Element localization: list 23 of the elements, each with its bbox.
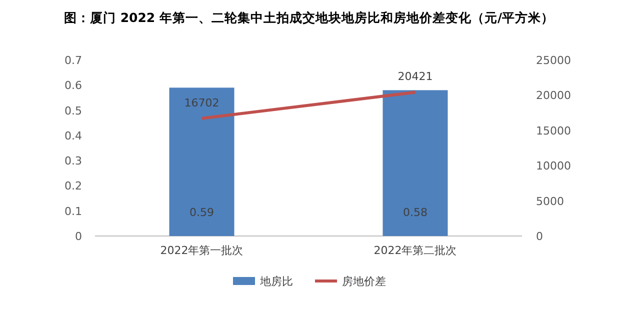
data-label: 0.59 [190,206,214,219]
y2-tick-label: 0 [536,230,543,243]
y-tick-label: 0.1 [64,204,82,218]
legend-label: 房地价差 [342,275,386,288]
y-tick-label: 0.7 [64,54,82,67]
y2-tick-label: 10000 [536,160,571,173]
y2-tick-label: 15000 [536,124,571,138]
y2-tick-label: 25000 [536,54,571,67]
chart-title: 图：厦门 2022 年第一、二轮集中土拍成交地块地房比和房地价差变化（元/平方米） [64,10,554,25]
data-label: 16702 [184,96,220,110]
data-label: 0.58 [403,206,428,219]
y-tick-label: 0.3 [64,154,82,168]
x-tick-label: 2022年第二批次 [374,244,457,257]
y2-tick-label: 20000 [536,89,571,102]
y-tick-label: 0.6 [64,79,82,92]
legend-label: 地房比 [259,275,293,288]
y-tick-label: 0 [75,230,82,243]
y-tick-label: 0.4 [64,129,82,142]
data-label: 20421 [398,70,433,84]
x-tick-label: 2022年第一批次 [160,244,244,257]
y-tick-label: 0.2 [64,180,82,193]
y-tick-label: 0.5 [64,104,82,118]
y2-tick-label: 5000 [536,194,564,208]
